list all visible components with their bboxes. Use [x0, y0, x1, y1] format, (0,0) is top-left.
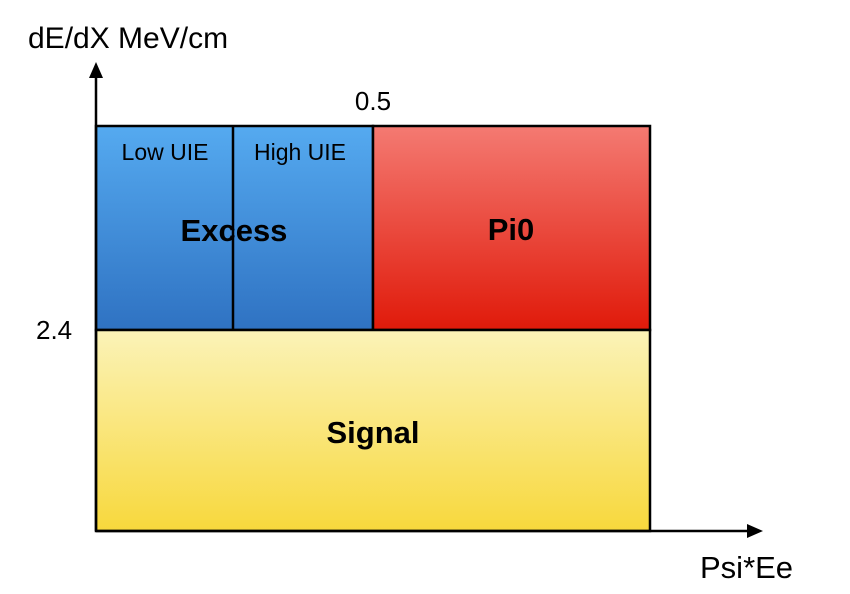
excess-region [94, 124, 375, 332]
excess-label: Excess [181, 213, 288, 248]
pi0-region [371, 124, 652, 332]
high-uie-label: High UIE [254, 139, 346, 165]
y-threshold-label: 2.4 [36, 315, 72, 345]
low-uie-label: Low UIE [122, 139, 209, 165]
x-axis-arrowhead [747, 524, 763, 538]
y-axis-arrowhead [89, 62, 103, 78]
y-axis-label: dE/dX MeV/cm [28, 22, 228, 55]
x-threshold-label: 0.5 [355, 86, 391, 116]
pi0-label: Pi0 [488, 212, 535, 247]
signal-label: Signal [326, 415, 419, 450]
x-axis-label: Psi*Ee [700, 550, 793, 585]
